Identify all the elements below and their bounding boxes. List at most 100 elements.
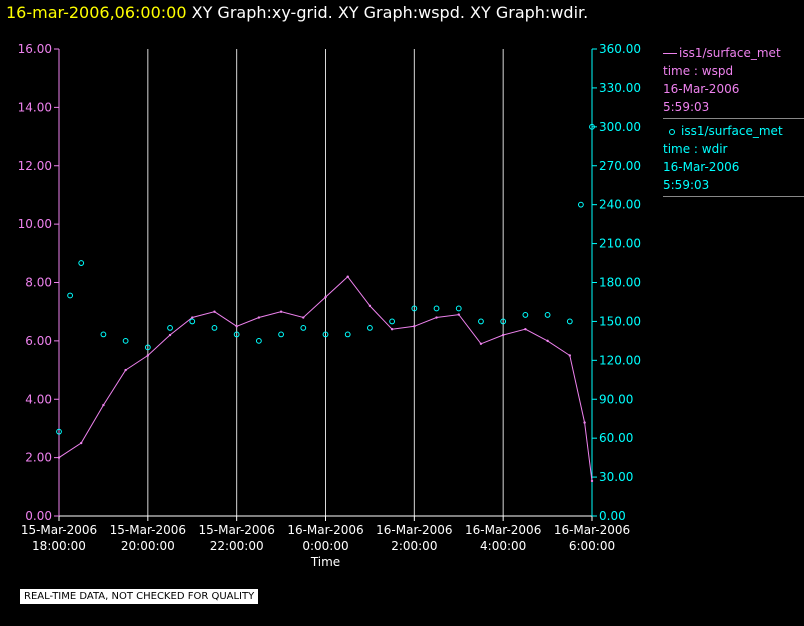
right-tick-label: 0.00: [599, 509, 626, 523]
x-tick-time: 18:00:00: [32, 539, 86, 553]
right-tick-label: 240.00: [599, 198, 641, 212]
left-tick-label: 4.00: [25, 392, 52, 406]
series-line-wspd: [58, 275, 593, 482]
legend-entry-wdir: iss1/surface_met: [663, 122, 804, 140]
data-point-wspd: [124, 368, 127, 372]
legend-label: 16-Mar-2006: [663, 160, 740, 174]
right-tick-label: 90.00: [599, 392, 633, 406]
data-point-wspd: [235, 325, 238, 328]
data-point-wdir: [389, 318, 396, 325]
data-point-wdir: [167, 325, 173, 331]
left-tick-label: 16.00: [18, 42, 52, 56]
data-point-wdir: [211, 325, 218, 331]
legend-text: 16-Mar-2006: [663, 80, 804, 98]
data-point-wspd: [479, 342, 483, 345]
data-point-wspd: [213, 310, 216, 313]
data-point-wdir: [233, 331, 240, 338]
legend-label: time : wdir: [663, 142, 728, 156]
data-point-wdir: [500, 318, 507, 325]
data-point-wdir: [544, 312, 551, 318]
legend-text: time : wspd: [663, 62, 804, 80]
data-point-wspd: [191, 316, 194, 319]
data-point-wspd: [257, 316, 261, 319]
data-point-wspd: [368, 304, 372, 308]
left-tick-label: 12.00: [18, 159, 52, 173]
legend-label: iss1/surface_met: [679, 46, 781, 60]
chart-header: 16-mar-2006,06:00:00 XY Graph:xy-grid. X…: [6, 3, 588, 22]
data-point-wdir: [300, 325, 307, 331]
legend-label: 5:59:03: [663, 178, 710, 192]
x-tick-time: 6:00:00: [569, 539, 615, 553]
x-tick-date: 16-Mar-2006: [376, 523, 452, 537]
x-tick-time: 2:00:00: [391, 539, 437, 553]
data-point-wdir: [255, 337, 262, 344]
right-tick-label: 120.00: [599, 353, 641, 367]
legend: iss1/surface_met time : wspd 16-Mar-2006 5:…: [663, 44, 804, 200]
x-tick-time: 4:00:00: [480, 539, 526, 553]
x-tick-date: 16-Mar-2006: [465, 523, 541, 537]
data-point-wdir: [322, 331, 329, 338]
data-point-wspd: [102, 403, 105, 407]
data-point-wdir: [67, 292, 74, 299]
data-point-wdir: [56, 428, 62, 435]
x-axis-label: Time: [310, 555, 340, 569]
right-tick-label: 30.00: [599, 470, 633, 484]
legend-separator: [663, 118, 804, 119]
data-point-wdir: [78, 260, 85, 266]
left-tick-label: 8.00: [25, 276, 52, 290]
data-point-wspd: [501, 333, 505, 337]
x-tick-date: 16-Mar-2006: [554, 523, 630, 537]
data-point-wspd: [590, 479, 594, 483]
left-tick-label: 14.00: [18, 100, 52, 114]
data-point-wdir: [100, 331, 107, 338]
data-point-wspd: [524, 328, 527, 331]
right-tick-label: 60.00: [599, 431, 633, 445]
data-point-wspd: [568, 354, 571, 357]
legend-line-marker: [663, 53, 677, 54]
data-point-wdir: [577, 201, 584, 208]
data-point-wspd: [583, 421, 586, 424]
right-tick-label: 270.00: [599, 159, 641, 173]
legend-text: time : wdir: [663, 140, 804, 158]
right-tick-label: 210.00: [599, 237, 641, 251]
header-time: 16-mar-2006,06:00:00: [6, 3, 187, 22]
legend-label: time : wspd: [663, 64, 734, 78]
data-point-wspd: [57, 456, 61, 459]
data-point-wdir: [455, 305, 462, 312]
data-point-wspd: [413, 325, 416, 328]
data-point-wdir: [122, 337, 129, 344]
legend-text: 5:59:03: [663, 98, 804, 116]
left-tick-label: 6.00: [25, 334, 52, 348]
data-point-wspd: [346, 275, 349, 278]
data-point-wdir: [589, 123, 595, 130]
x-tick-date: 16-Mar-2006: [287, 523, 363, 537]
right-tick-label: 360.00: [599, 42, 641, 56]
x-tick-date: 15-Mar-2006: [21, 523, 97, 537]
x-tick-time: 0:00:00: [302, 539, 348, 553]
right-tick-label: 180.00: [599, 276, 641, 290]
right-tick-label: 150.00: [599, 314, 641, 328]
data-point-wspd: [435, 316, 438, 319]
data-point-wspd: [302, 316, 305, 319]
right-tick-label: 300.00: [599, 120, 641, 134]
legend-entry-wspd: iss1/surface_met: [663, 44, 804, 62]
data-point-wdir: [344, 331, 351, 338]
left-tick-label: 0.00: [25, 509, 52, 523]
legend-text: 5:59:03: [663, 176, 804, 194]
legend-label: iss1/surface_met: [681, 124, 783, 138]
data-point-wspd: [390, 328, 394, 331]
data-point-wdir: [367, 325, 373, 331]
data-point-wdir: [566, 318, 573, 325]
data-point-wspd: [80, 441, 83, 445]
legend-text: 16-Mar-2006: [663, 158, 804, 176]
x-tick-time: 20:00:00: [121, 539, 175, 553]
legend-label: 16-Mar-2006: [663, 82, 740, 96]
data-point-wspd: [324, 295, 327, 299]
header-graph-list: XY Graph:xy-grid. XY Graph:wspd. XY Grap…: [191, 3, 589, 22]
right-tick-label: 330.00: [599, 81, 641, 95]
data-point-wdir: [478, 318, 484, 325]
data-point-wspd: [146, 354, 150, 357]
data-point-wdir: [144, 344, 151, 351]
legend-label: 5:59:03: [663, 100, 710, 114]
